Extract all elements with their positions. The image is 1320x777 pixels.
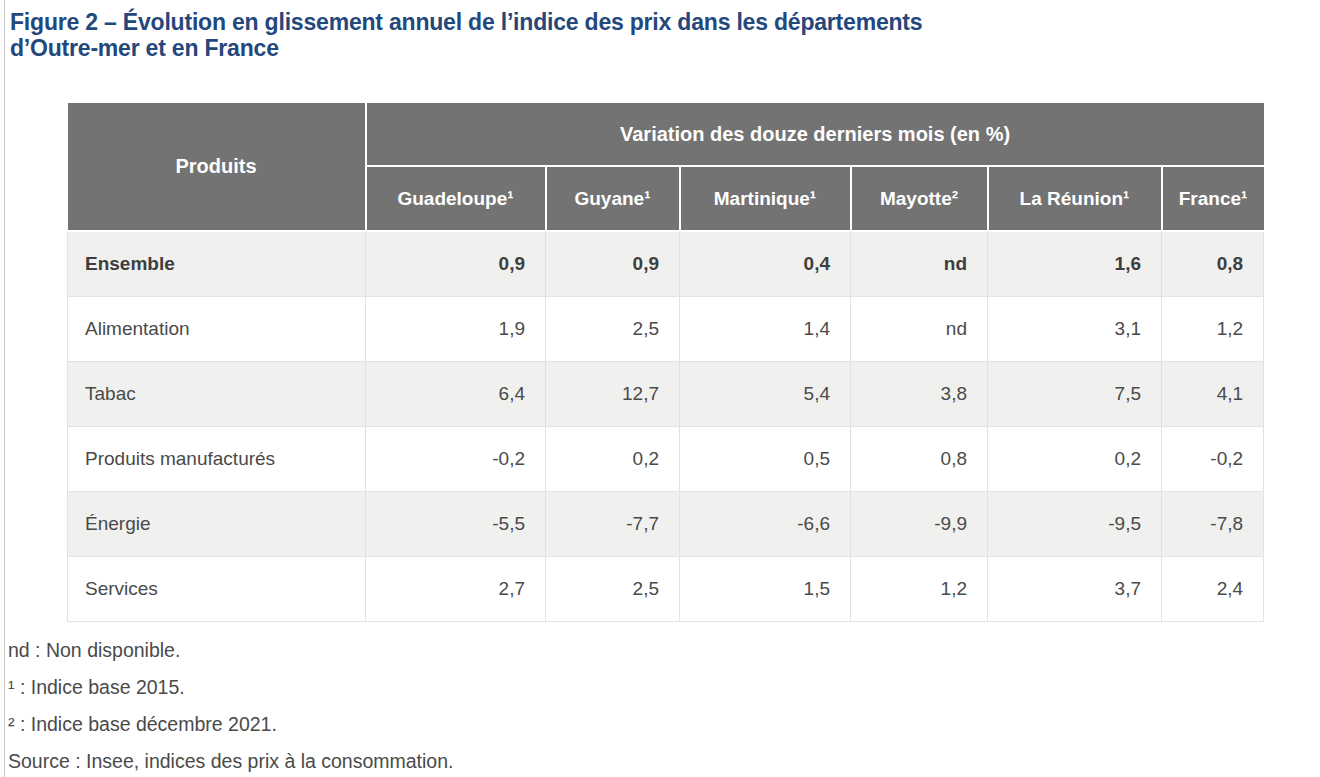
left-rule (4, 0, 5, 777)
figure-title-line-1: Figure 2 – Évolution en glissement annue… (10, 9, 1290, 35)
table-row: Produits manufacturés-0,20,20,50,80,2-0,… (68, 426, 1264, 491)
value-cell: 1,6 (988, 231, 1162, 296)
value-cell: nd (851, 296, 988, 361)
row-label: Tabac (68, 361, 366, 426)
table-row: Tabac6,412,75,43,87,54,1 (68, 361, 1264, 426)
value-cell: -7,7 (546, 491, 680, 556)
column-header-3: Martinique¹ (680, 166, 851, 231)
value-cell: 1,5 (680, 556, 851, 621)
value-cell: 4,1 (1162, 361, 1264, 426)
column-header-produits: Produits (68, 103, 366, 231)
value-cell: 3,1 (988, 296, 1162, 361)
page: Figure 2 – Évolution en glissement annue… (0, 0, 1320, 777)
row-label: Alimentation (68, 296, 366, 361)
footnotes: nd : Non disponible.¹ : Indice base 2015… (8, 632, 1320, 777)
table-row: Services2,72,51,51,23,72,4 (68, 556, 1264, 621)
value-cell: 0,9 (366, 231, 546, 296)
table-row: Énergie-5,5-7,7-6,6-9,9-9,5-7,8 (68, 491, 1264, 556)
footnote-3: ² : Indice base décembre 2021. (8, 706, 1320, 743)
value-cell: 7,5 (988, 361, 1162, 426)
value-cell: -0,2 (366, 426, 546, 491)
column-header-4: Mayotte² (851, 166, 988, 231)
value-cell: 0,2 (546, 426, 680, 491)
value-cell: -7,8 (1162, 491, 1264, 556)
value-cell: 2,7 (366, 556, 546, 621)
table-row: Ensemble0,90,90,4nd1,60,8 (68, 231, 1264, 296)
row-label: Produits manufacturés (68, 426, 366, 491)
column-header-2: Guyane¹ (546, 166, 680, 231)
value-cell: 3,8 (851, 361, 988, 426)
value-cell: 0,2 (988, 426, 1162, 491)
value-cell: 0,4 (680, 231, 851, 296)
value-cell: 1,9 (366, 296, 546, 361)
table-body: Ensemble0,90,90,4nd1,60,8Alimentation1,9… (68, 231, 1264, 621)
value-cell: 2,5 (546, 296, 680, 361)
row-label: Services (68, 556, 366, 621)
value-cell: 3,7 (988, 556, 1162, 621)
value-cell: 2,4 (1162, 556, 1264, 621)
footnote-4: Source : Insee, indices des prix à la co… (8, 743, 1320, 777)
value-cell: 1,2 (1162, 296, 1264, 361)
figure-title: Figure 2 – Évolution en glissement annue… (10, 9, 1290, 61)
value-cell: 0,9 (546, 231, 680, 296)
value-cell: -9,5 (988, 491, 1162, 556)
footnote-1: nd : Non disponible. (8, 632, 1320, 669)
value-cell: 2,5 (546, 556, 680, 621)
value-cell: nd (851, 231, 988, 296)
column-group-header: Variation des douze derniers mois (en %) (366, 103, 1264, 166)
figure-title-line-2: d’Outre-mer et en France (10, 35, 1290, 61)
value-cell: 1,2 (851, 556, 988, 621)
value-cell: 5,4 (680, 361, 851, 426)
value-cell: 1,4 (680, 296, 851, 361)
value-cell: -0,2 (1162, 426, 1264, 491)
row-label: Énergie (68, 491, 366, 556)
column-header-5: La Réunion¹ (988, 166, 1162, 231)
column-header-1: Guadeloupe¹ (366, 166, 546, 231)
price-index-table: Produits Variation des douze derniers mo… (67, 103, 1264, 622)
value-cell: 0,5 (680, 426, 851, 491)
value-cell: 0,8 (1162, 231, 1264, 296)
value-cell: 6,4 (366, 361, 546, 426)
value-cell: -5,5 (366, 491, 546, 556)
table-row: Alimentation1,92,51,4nd3,11,2 (68, 296, 1264, 361)
table-header: Produits Variation des douze derniers mo… (68, 103, 1264, 231)
row-label: Ensemble (68, 231, 366, 296)
value-cell: 12,7 (546, 361, 680, 426)
value-cell: -6,6 (680, 491, 851, 556)
footnote-2: ¹ : Indice base 2015. (8, 669, 1320, 706)
value-cell: 0,8 (851, 426, 988, 491)
column-header-6: France¹ (1162, 166, 1264, 231)
value-cell: -9,9 (851, 491, 988, 556)
